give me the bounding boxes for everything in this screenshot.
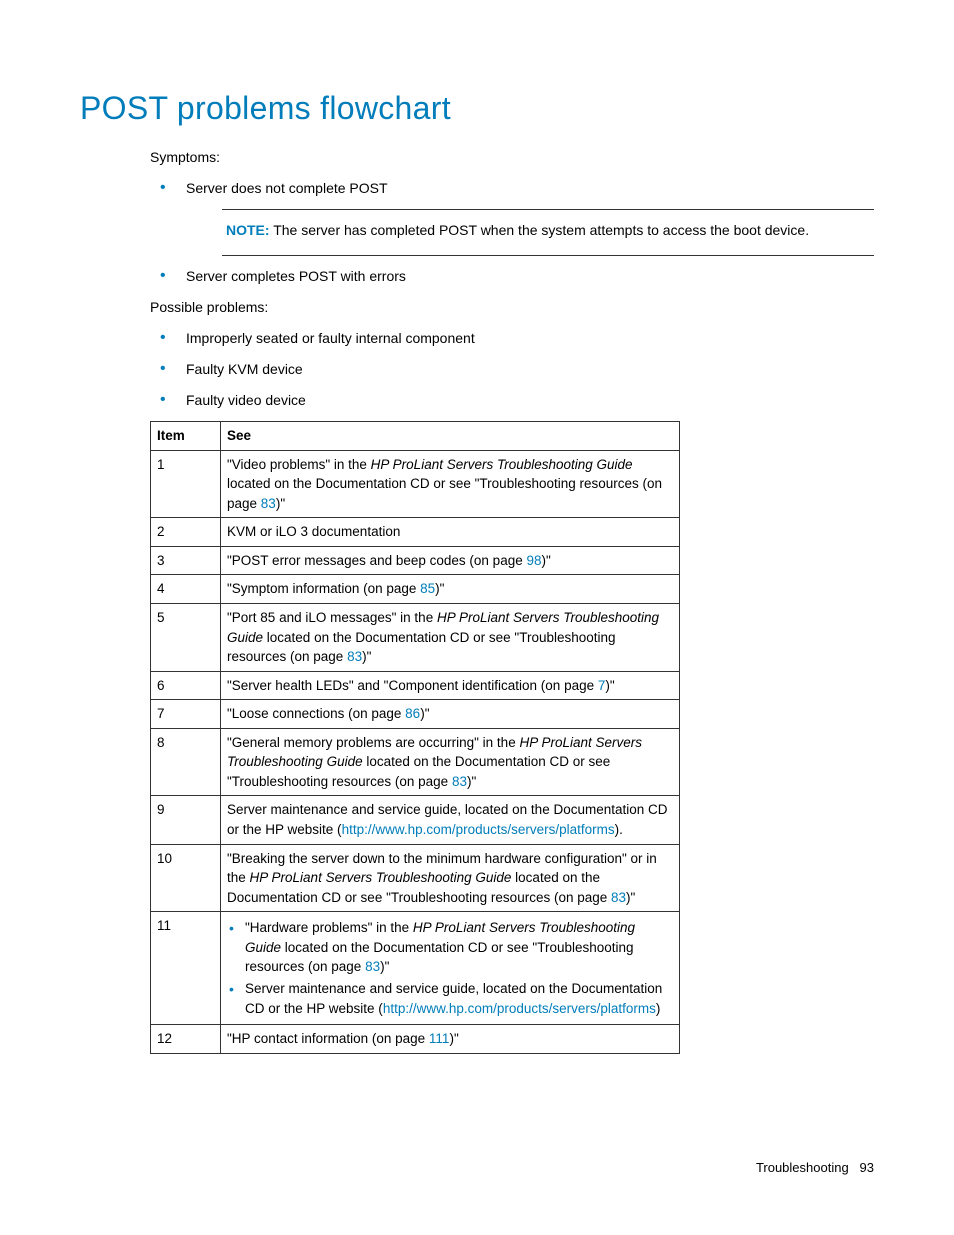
cell-item: 8 <box>151 728 221 796</box>
cell-text: "POST error messages and beep codes (on … <box>227 553 526 568</box>
reference-table: Item See 1 "Video problems" in the HP Pr… <box>150 421 680 1054</box>
cell-item: 11 <box>151 912 221 1025</box>
symptoms-label: Symptoms: <box>150 147 874 168</box>
cell-bullet: Server maintenance and service guide, lo… <box>227 979 673 1018</box>
url-link[interactable]: http://www.hp.com/products/servers/platf… <box>383 1001 656 1016</box>
note-label: NOTE: <box>226 222 270 238</box>
cell-text: "Loose connections (on page <box>227 706 405 721</box>
page-link[interactable]: 111 <box>429 1031 450 1046</box>
page-link[interactable]: 85 <box>420 581 435 596</box>
symptoms-list: Server does not complete POST NOTE: The … <box>150 178 874 287</box>
cell-text: located on the Documentation CD or see "… <box>227 630 616 665</box>
cell-item: 10 <box>151 844 221 912</box>
table-row: 7 "Loose connections (on page 86)" <box>151 700 680 729</box>
note-text-body: The server has completed POST when the s… <box>273 222 809 238</box>
page-link[interactable]: 83 <box>611 890 626 905</box>
cell-item: 12 <box>151 1025 221 1054</box>
possible-item: Faulty video device <box>150 390 874 411</box>
cell-bullet: "Hardware problems" in the HP ProLiant S… <box>227 918 673 977</box>
cell-see: "Server health LEDs" and "Component iden… <box>221 671 680 700</box>
table-row: 9 Server maintenance and service guide, … <box>151 796 680 844</box>
cell-text: )" <box>435 581 444 596</box>
cell-item: 2 <box>151 518 221 547</box>
cell-see: "Symptom information (on page 85)" <box>221 575 680 604</box>
symptom-text: Server does not complete POST <box>186 180 388 196</box>
table-row: 10 "Breaking the server down to the mini… <box>151 844 680 912</box>
cell-text: "Hardware problems" in the <box>245 920 413 935</box>
table-row: 5 "Port 85 and iLO messages" in the HP P… <box>151 603 680 671</box>
cell-item: 5 <box>151 603 221 671</box>
page-link[interactable]: 83 <box>261 496 276 511</box>
cell-item: 7 <box>151 700 221 729</box>
cell-text: )" <box>626 890 635 905</box>
cell-see: Server maintenance and service guide, lo… <box>221 796 680 844</box>
table-row: 2 KVM or iLO 3 documentation <box>151 518 680 547</box>
table-row: 3 "POST error messages and beep codes (o… <box>151 546 680 575</box>
symptom-item: Server does not complete POST NOTE: The … <box>150 178 874 256</box>
table-row: 8 "General memory problems are occurring… <box>151 728 680 796</box>
cell-item: 4 <box>151 575 221 604</box>
page-footer: Troubleshooting 93 <box>756 1160 874 1175</box>
cell-text: )" <box>605 678 614 693</box>
cell-text: "Server health LEDs" and "Component iden… <box>227 678 598 693</box>
cell-text: )" <box>467 774 476 789</box>
possible-label: Possible problems: <box>150 297 874 318</box>
note-box: NOTE: The server has completed POST when… <box>222 209 874 256</box>
cell-text: )" <box>449 1031 458 1046</box>
cell-item: 3 <box>151 546 221 575</box>
table-row: 12 "HP contact information (on page 111)… <box>151 1025 680 1054</box>
page-link[interactable]: 86 <box>405 706 420 721</box>
possible-item: Faulty KVM device <box>150 359 874 380</box>
cell-text: "Symptom information (on page <box>227 581 420 596</box>
table-row: 6 "Server health LEDs" and "Component id… <box>151 671 680 700</box>
cell-see: KVM or iLO 3 documentation <box>221 518 680 547</box>
cell-text: located on the Documentation CD or see "… <box>245 940 634 975</box>
cell-see: "General memory problems are occurring" … <box>221 728 680 796</box>
table-header-see: See <box>221 422 680 451</box>
cell-text: located on the Documentation CD or see "… <box>227 476 662 511</box>
page-link[interactable]: 83 <box>365 959 380 974</box>
cell-see: "HP contact information (on page 111)" <box>221 1025 680 1054</box>
cell-text: )" <box>420 706 429 721</box>
cell-text: "HP contact information (on page <box>227 1031 429 1046</box>
cell-see: "Loose connections (on page 86)" <box>221 700 680 729</box>
cell-italic: HP ProLiant Servers Troubleshooting Guid… <box>250 870 512 885</box>
symptom-item: Server completes POST with errors <box>150 266 874 287</box>
cell-see: "Video problems" in the HP ProLiant Serv… <box>221 450 680 518</box>
cell-see: "Port 85 and iLO messages" in the HP Pro… <box>221 603 680 671</box>
url-link[interactable]: http://www.hp.com/products/servers/platf… <box>342 822 615 837</box>
page-link[interactable]: 98 <box>526 553 541 568</box>
cell-text: ). <box>615 822 623 837</box>
cell-see: "POST error messages and beep codes (on … <box>221 546 680 575</box>
cell-text: ) <box>656 1001 661 1016</box>
cell-item: 6 <box>151 671 221 700</box>
table-row: 1 "Video problems" in the HP ProLiant Se… <box>151 450 680 518</box>
cell-text: "General memory problems are occurring" … <box>227 735 519 750</box>
possible-list: Improperly seated or faulty internal com… <box>150 328 874 411</box>
footer-section: Troubleshooting <box>756 1160 849 1175</box>
page-link[interactable]: 83 <box>452 774 467 789</box>
page-link[interactable]: 83 <box>347 649 362 664</box>
cell-text: "Video problems" in the <box>227 457 371 472</box>
cell-text: "Port 85 and iLO messages" in the <box>227 610 437 625</box>
footer-page: 93 <box>860 1160 874 1175</box>
cell-text: )" <box>542 553 551 568</box>
cell-text: )" <box>362 649 371 664</box>
cell-see: "Hardware problems" in the HP ProLiant S… <box>221 912 680 1025</box>
cell-item: 9 <box>151 796 221 844</box>
possible-item: Improperly seated or faulty internal com… <box>150 328 874 349</box>
table-row: 4 "Symptom information (on page 85)" <box>151 575 680 604</box>
table-row: 11 "Hardware problems" in the HP ProLian… <box>151 912 680 1025</box>
page-title: POST problems flowchart <box>80 90 874 127</box>
cell-item: 1 <box>151 450 221 518</box>
cell-see: "Breaking the server down to the minimum… <box>221 844 680 912</box>
table-header-item: Item <box>151 422 221 451</box>
cell-text: )" <box>276 496 285 511</box>
cell-text: )" <box>380 959 389 974</box>
cell-italic: HP ProLiant Servers Troubleshooting Guid… <box>371 457 633 472</box>
